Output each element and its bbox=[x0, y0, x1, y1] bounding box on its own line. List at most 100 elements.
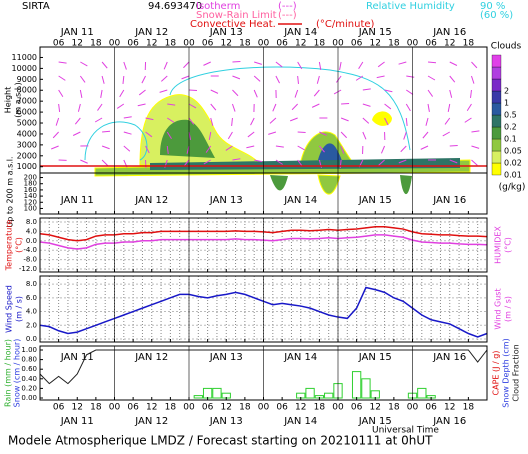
x-tick-label: 12 bbox=[295, 403, 306, 413]
low-axis-title: Up to 200 m a.s.l. bbox=[6, 156, 15, 227]
colorbar-box bbox=[492, 115, 501, 127]
day-label: JAN 14 bbox=[283, 416, 317, 427]
y-axis-title: Temperature bbox=[5, 220, 14, 272]
day-label: JAN 12 bbox=[134, 195, 168, 206]
x-tick-label: 06 bbox=[425, 403, 437, 413]
x-tick-label: 12 bbox=[146, 403, 157, 413]
day-label: JAN 11 bbox=[60, 27, 94, 38]
day-label: JAN 15 bbox=[358, 195, 392, 206]
day-label: JAN 11 bbox=[60, 416, 94, 427]
y-tick-label: 0.0 bbox=[26, 335, 37, 343]
x-tick-label: 12 bbox=[72, 403, 83, 413]
y2-axis-unit: (m / s) bbox=[504, 296, 513, 322]
x-tick-label: 06 bbox=[53, 403, 65, 413]
rh: Relative Humidity bbox=[366, 1, 455, 12]
y-tick-label: 0.80 bbox=[21, 356, 37, 364]
day-label: JAN 15 bbox=[358, 352, 392, 363]
colorbar-label: 0.02 bbox=[504, 159, 522, 168]
y-tick-label: 0.40 bbox=[21, 375, 37, 383]
colorbar-label: 0.2 bbox=[504, 123, 517, 132]
day-label: JAN 15 bbox=[358, 27, 392, 38]
y-tick-label: -4.0 bbox=[23, 246, 37, 254]
x-tick-label: 18 bbox=[388, 403, 400, 413]
y-tick-label: 1.00 bbox=[21, 346, 37, 354]
y-tick-label: 4.0 bbox=[26, 308, 37, 316]
day-label: JAN 12 bbox=[134, 416, 168, 427]
x-tick-label: 06 bbox=[202, 403, 214, 413]
y-tick-label: 4.0 bbox=[26, 227, 37, 235]
y2-axis-title-3: Cloud Fraction bbox=[512, 344, 521, 401]
x-tick-label: 18 bbox=[90, 403, 102, 413]
y-tick-label: 0.00 bbox=[21, 394, 37, 402]
x-tick-label: 18 bbox=[314, 403, 326, 413]
y-tick-label: 10000 bbox=[12, 64, 37, 73]
y-tick-label: 0.20 bbox=[21, 384, 37, 392]
day-label: JAN 13 bbox=[209, 195, 243, 206]
y2-axis-title: CAPE (J / g) bbox=[492, 351, 501, 396]
colorbar-box bbox=[492, 55, 501, 67]
colorbar-label: 0.05 bbox=[504, 147, 522, 156]
colorbar-label: 0.01 bbox=[504, 171, 522, 180]
day-label: JAN 13 bbox=[209, 27, 243, 38]
x-tick-label: 12 bbox=[444, 403, 455, 413]
day-label: JAN 16 bbox=[432, 416, 466, 427]
day-label: JAN 14 bbox=[283, 195, 317, 206]
wind-arrow bbox=[341, 103, 349, 104]
y-axis-unit: (°C) bbox=[15, 237, 24, 253]
day-label: JAN 13 bbox=[209, 352, 243, 363]
x-tick-label: 18 bbox=[463, 403, 475, 413]
site: SIRTA bbox=[22, 1, 50, 12]
colorbar-box bbox=[492, 103, 501, 115]
y-tick-label: 4000 bbox=[17, 129, 37, 138]
x-tick-label: 06 bbox=[127, 403, 139, 413]
x-tick-label: 06 bbox=[351, 403, 363, 413]
coords: 94.693470 bbox=[148, 1, 202, 12]
x-tick-label: 00 bbox=[258, 403, 270, 413]
y-tick-label: 1000 bbox=[17, 162, 37, 171]
colorbar-box bbox=[492, 91, 501, 103]
colorbar-label: 0.5 bbox=[504, 111, 517, 120]
wind-arrow bbox=[102, 131, 110, 132]
x-tick-label: 06 bbox=[276, 403, 288, 413]
y-tick-label: -8.0 bbox=[23, 256, 37, 264]
y-axis-unit: (m / s) bbox=[15, 296, 24, 322]
y-tick-label: 8.0 bbox=[26, 218, 37, 226]
x-tick-label: 18 bbox=[165, 403, 177, 413]
colorbar-label: 0.1 bbox=[504, 135, 517, 144]
day-label: JAN 15 bbox=[358, 416, 392, 427]
day-label: JAN 11 bbox=[60, 195, 94, 206]
y-axis-title: Rain (mm / hour) bbox=[4, 339, 13, 407]
colorbar-box bbox=[492, 139, 501, 151]
day-label: JAN 14 bbox=[283, 352, 317, 363]
x-tick-label: 00 bbox=[183, 403, 195, 413]
y2-axis-title-2: Snow Depth (cm) bbox=[502, 338, 511, 407]
colorbar-box bbox=[492, 151, 501, 163]
y2-axis-title: Wind Gust bbox=[494, 288, 503, 329]
y-axis-title: Wind Speed bbox=[5, 285, 14, 333]
snow-rain-sym: (---) bbox=[278, 10, 297, 21]
x-tick-label: 12 bbox=[221, 403, 232, 413]
y2-axis-title: HUMIDEX bbox=[494, 226, 503, 264]
colorbar-box bbox=[492, 67, 501, 79]
colorbar-box bbox=[492, 163, 501, 175]
colorbar-box bbox=[492, 127, 501, 139]
x-tick-label: 00 bbox=[332, 403, 344, 413]
wind-arrow bbox=[298, 132, 306, 133]
colorbar-label: 2 bbox=[504, 87, 509, 96]
x-tick-label: 00 bbox=[109, 403, 121, 413]
colorbar-unit: (g/kg) bbox=[499, 183, 526, 193]
y-tick-label: 0.60 bbox=[21, 365, 37, 373]
x-tick-label: 12 bbox=[370, 403, 381, 413]
x-tick-label: 00 bbox=[407, 403, 419, 413]
colorbar-title: Clouds bbox=[491, 42, 522, 52]
y-tick-label: 0.0 bbox=[26, 237, 37, 245]
day-label: JAN 16 bbox=[432, 27, 466, 38]
y-tick-label: 5000 bbox=[17, 119, 37, 128]
y-axis-title: Height bbox=[4, 87, 13, 113]
y-tick-label: 8.0 bbox=[26, 280, 37, 288]
wind-arrow bbox=[428, 62, 436, 63]
y-tick-label: 6.0 bbox=[26, 294, 37, 302]
day-label: JAN 12 bbox=[134, 27, 168, 38]
colorbar-label: 1 bbox=[504, 99, 509, 108]
